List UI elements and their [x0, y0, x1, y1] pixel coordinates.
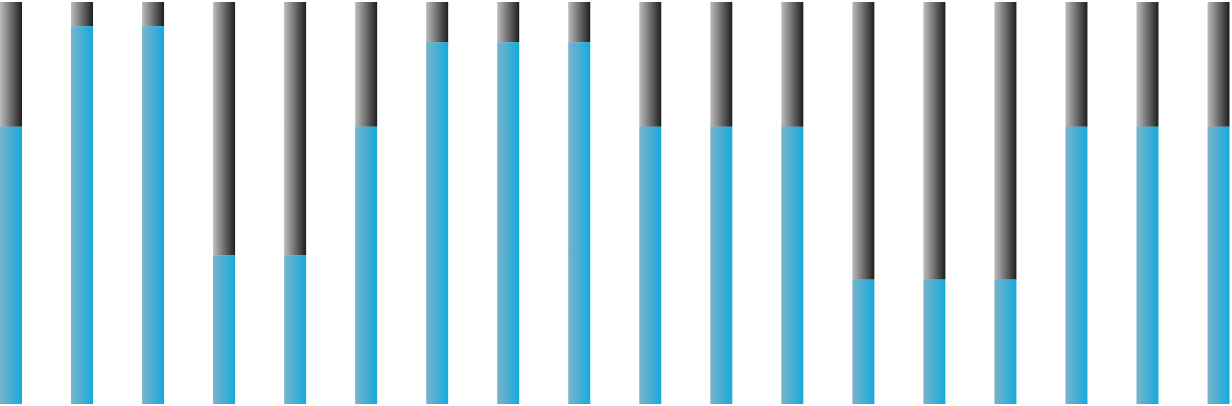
- bar-remainder-segment: [284, 2, 307, 256]
- bar-fill-segment: [994, 279, 1017, 404]
- bar-fill-segment: [781, 126, 804, 405]
- bar-remainder-segment: [1136, 2, 1159, 127]
- bar-fill-segment: [426, 42, 449, 404]
- bar-fill-segment: [497, 42, 520, 404]
- bar-remainder-segment: [497, 2, 520, 43]
- bar-fill-segment: [568, 42, 591, 404]
- bar-fill-segment: [639, 126, 662, 405]
- bar-remainder-segment: [852, 2, 875, 280]
- bar-remainder-segment: [923, 2, 946, 280]
- bar-fill-segment: [355, 126, 378, 405]
- bar-remainder-segment: [639, 2, 662, 127]
- bar-fill-segment: [1136, 126, 1159, 405]
- bar-fill-segment: [213, 255, 236, 404]
- bar-remainder-segment: [355, 2, 378, 127]
- bar-remainder-segment: [0, 2, 22, 127]
- bar-fill-segment: [1207, 126, 1230, 405]
- bar-fill-segment: [0, 126, 22, 405]
- bar-fill-segment: [1065, 126, 1088, 405]
- bar-remainder-segment: [1207, 2, 1230, 127]
- bar-fill-segment: [852, 279, 875, 404]
- bar-remainder-segment: [213, 2, 236, 256]
- bar-remainder-segment: [568, 2, 591, 43]
- bar-remainder-segment: [781, 2, 804, 127]
- bar-fill-segment: [284, 255, 307, 404]
- bar-remainder-segment: [71, 2, 94, 27]
- bar-fill-segment: [71, 26, 94, 405]
- bar-remainder-segment: [994, 2, 1017, 280]
- bar-fill-segment: [142, 26, 165, 405]
- bar-remainder-segment: [426, 2, 449, 43]
- bar-remainder-segment: [1065, 2, 1088, 127]
- bar-remainder-segment: [142, 2, 165, 27]
- bar-fill-segment: [710, 126, 733, 405]
- bar-remainder-segment: [710, 2, 733, 127]
- bar-fill-segment: [923, 279, 946, 404]
